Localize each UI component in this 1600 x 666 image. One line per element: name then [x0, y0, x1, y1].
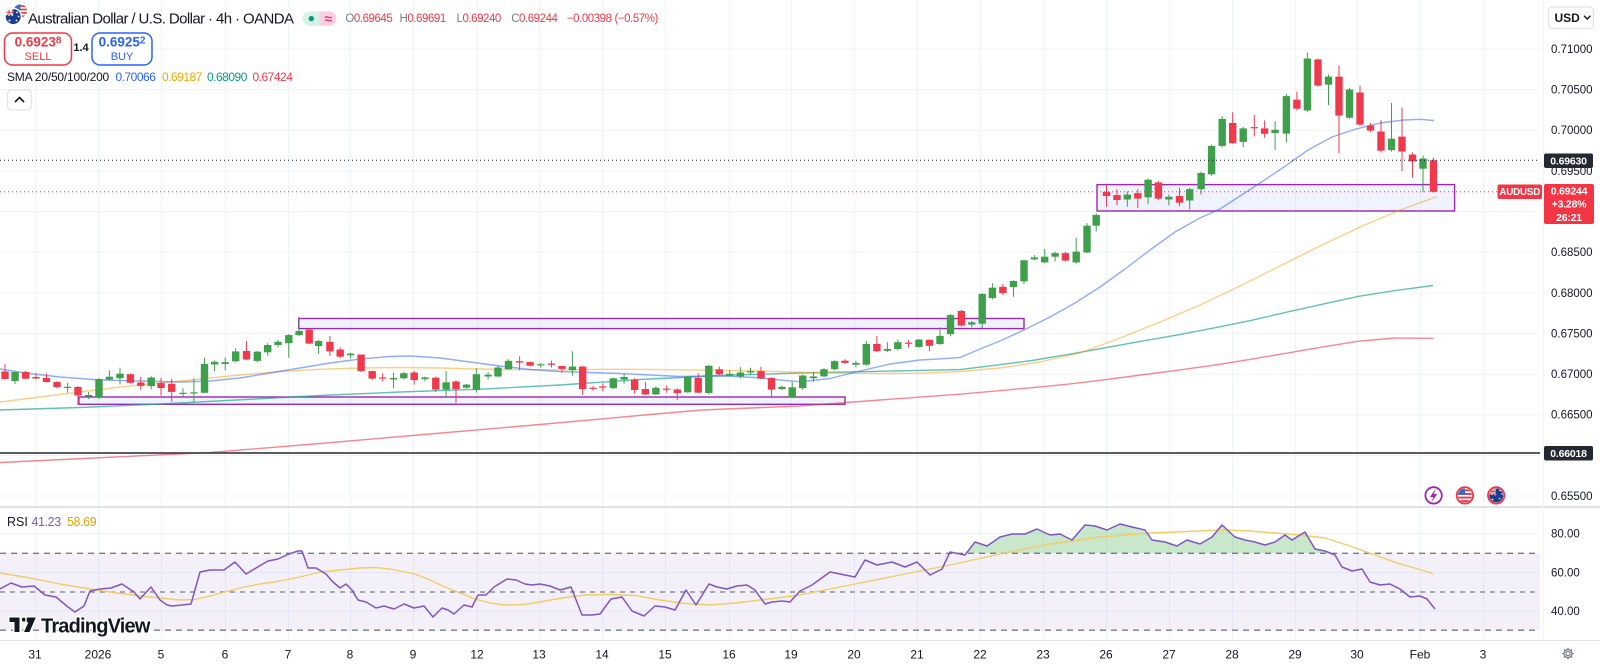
- svg-text:0.70000: 0.70000: [1551, 125, 1593, 137]
- svg-text:0.69630: 0.69630: [1550, 155, 1587, 167]
- svg-text:26:21: 26:21: [1556, 212, 1582, 224]
- svg-text:+3.28%: +3.28%: [1552, 199, 1588, 211]
- svg-text:41.23: 41.23: [32, 515, 62, 529]
- svg-text:5: 5: [158, 648, 165, 662]
- svg-text:22: 22: [973, 648, 987, 662]
- svg-text:40.00: 40.00: [1551, 606, 1580, 618]
- svg-text:0.69252: 0.69252: [99, 35, 146, 50]
- svg-text:−0.00398: −0.00398: [567, 13, 612, 25]
- svg-text:C0.69244: C0.69244: [511, 13, 558, 25]
- svg-text:O0.69645: O0.69645: [345, 13, 392, 25]
- svg-text:27: 27: [1162, 648, 1176, 662]
- svg-text:12: 12: [470, 648, 484, 662]
- svg-text:AUDUSD: AUDUSD: [1499, 187, 1540, 198]
- svg-text:0.65500: 0.65500: [1551, 491, 1593, 503]
- svg-text:Australian Dollar / U.S. Dolla: Australian Dollar / U.S. Dollar · 4h · O…: [28, 11, 294, 28]
- svg-text:19: 19: [784, 648, 798, 662]
- svg-text:0.69187: 0.69187: [162, 70, 203, 84]
- svg-text:RSI: RSI: [7, 515, 28, 529]
- svg-text:15: 15: [658, 648, 672, 662]
- svg-text:0.70500: 0.70500: [1551, 84, 1593, 96]
- svg-text:SELL: SELL: [25, 51, 52, 63]
- svg-text:16: 16: [722, 648, 736, 662]
- svg-text:0.70066: 0.70066: [116, 70, 157, 84]
- svg-text:0.67424: 0.67424: [253, 70, 294, 84]
- svg-text:23: 23: [1036, 648, 1050, 662]
- svg-text:0.71000: 0.71000: [1551, 44, 1593, 56]
- svg-text:80.00: 80.00: [1551, 528, 1580, 540]
- svg-text:1.4: 1.4: [73, 42, 89, 54]
- svg-text:20: 20: [847, 648, 861, 662]
- svg-text:0.67000: 0.67000: [1551, 369, 1593, 381]
- svg-text:0.68000: 0.68000: [1551, 288, 1593, 300]
- svg-text:2026: 2026: [85, 648, 112, 662]
- svg-text:0.66018: 0.66018: [1550, 448, 1587, 460]
- svg-text:7: 7: [285, 648, 292, 662]
- svg-text:21: 21: [910, 648, 924, 662]
- svg-text:26: 26: [1099, 648, 1113, 662]
- svg-text:0.68500: 0.68500: [1551, 247, 1593, 259]
- svg-text:0.69244: 0.69244: [1551, 185, 1588, 197]
- svg-text:8: 8: [347, 648, 354, 662]
- svg-text:31: 31: [28, 648, 42, 662]
- svg-text:60.00: 60.00: [1551, 567, 1580, 579]
- svg-text:USD: USD: [1555, 11, 1581, 25]
- svg-text:28: 28: [1225, 648, 1239, 662]
- svg-text:58.69: 58.69: [67, 515, 97, 529]
- svg-text:TradingView: TradingView: [41, 616, 151, 638]
- svg-text:14: 14: [595, 648, 609, 662]
- svg-text:0.69238: 0.69238: [15, 35, 62, 50]
- svg-text:3: 3: [1480, 648, 1487, 662]
- svg-text:Feb: Feb: [1410, 648, 1431, 662]
- svg-text:L0.69240: L0.69240: [457, 13, 501, 25]
- svg-text:0.69500: 0.69500: [1551, 166, 1593, 178]
- svg-text:0.68090: 0.68090: [207, 70, 248, 84]
- svg-text:9: 9: [410, 648, 417, 662]
- svg-text:H0.69691: H0.69691: [400, 13, 446, 25]
- svg-text:13: 13: [532, 648, 546, 662]
- svg-text:≈: ≈: [324, 11, 332, 27]
- svg-text:BUY: BUY: [111, 51, 134, 63]
- svg-text:(−0.57%): (−0.57%): [615, 13, 659, 25]
- svg-text:SMA 20/50/100/200: SMA 20/50/100/200: [7, 70, 110, 84]
- svg-text:30: 30: [1350, 648, 1364, 662]
- svg-text:29: 29: [1288, 648, 1302, 662]
- svg-text:6: 6: [222, 648, 229, 662]
- svg-text:0.66500: 0.66500: [1551, 410, 1593, 422]
- svg-text:0.67500: 0.67500: [1551, 328, 1593, 340]
